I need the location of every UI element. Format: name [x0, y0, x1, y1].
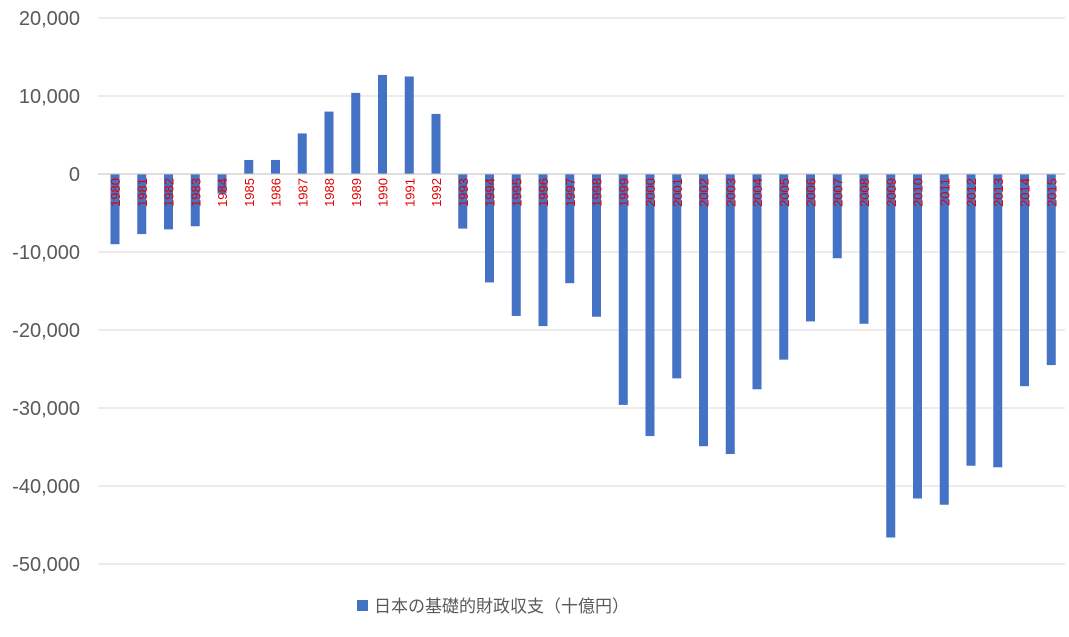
x-tick-label: 1983	[188, 178, 203, 207]
bar-1987	[297, 133, 307, 174]
bar-1988	[324, 111, 334, 174]
y-tick-label: 10,000	[19, 86, 80, 108]
y-tick-label: -30,000	[12, 398, 80, 420]
bar-1991	[404, 76, 414, 174]
bar-2001	[672, 174, 682, 379]
bar-1984	[217, 174, 227, 194]
bar-2004	[752, 174, 762, 390]
x-tick-label: 1988	[322, 178, 337, 207]
x-tick-label: 2009	[884, 178, 899, 207]
bar-1983	[190, 174, 200, 227]
x-tick-label: 1998	[590, 178, 605, 207]
y-tick-label: 0	[69, 164, 80, 186]
x-tick-label: 1996	[536, 178, 551, 207]
bar-1982	[164, 174, 173, 230]
legend: 日本の基礎的財政収支（十億円）	[357, 597, 629, 617]
y-tick-label: 20,000	[19, 8, 80, 30]
bar-2009	[886, 174, 896, 538]
bar-2011	[939, 174, 949, 505]
bar-2008	[859, 174, 869, 324]
x-tick-label: 2015	[1044, 178, 1059, 207]
y-axis-tick-labels: 20,000 10,000 0 -10,000 -20,000 -30,000 -40,00…	[12, 8, 80, 576]
x-tick-label: 2004	[750, 178, 765, 207]
x-tick-label: 1999	[616, 178, 631, 207]
x-tick-label: 1986	[269, 178, 284, 207]
bar-1980	[110, 174, 120, 245]
bar-2012	[966, 174, 976, 466]
bar-1999	[618, 174, 628, 405]
x-tick-label: 1993	[456, 178, 471, 207]
bar-2015	[1046, 174, 1056, 366]
y-tick-label: -40,000	[12, 476, 80, 498]
x-tick-label: 1991	[402, 178, 417, 207]
bar-1998	[592, 174, 601, 317]
x-tick-label: 1995	[509, 178, 524, 207]
bar-1986	[271, 159, 280, 174]
bar-1997	[565, 174, 575, 284]
y-tick-label: -50,000	[12, 554, 80, 576]
bar-1996	[538, 174, 548, 327]
bar-2013	[993, 174, 1003, 468]
bar-2010	[913, 174, 922, 499]
x-tick-label: 2011	[937, 178, 952, 206]
x-tick-label: 2003	[723, 178, 738, 207]
legend-label: 日本の基礎的財政収支（十億円）	[374, 597, 629, 617]
bar-1985	[244, 159, 254, 174]
y-tick-label: -20,000	[12, 320, 80, 342]
bar-1995	[511, 174, 521, 316]
x-tick-label: 1997	[563, 178, 578, 207]
x-tick-label: 2012	[964, 178, 979, 207]
x-axis-tick-labels: 1980 1981 1982 1983 1984 1985 1986 1987 1988 1989…	[108, 178, 1059, 207]
bar-1992	[431, 113, 441, 174]
x-tick-label: 1992	[429, 178, 444, 207]
bar-1994	[485, 174, 494, 283]
bar-1990	[378, 74, 387, 174]
x-tick-label: 1985	[242, 178, 257, 207]
x-tick-label: 1994	[483, 178, 498, 207]
bars	[110, 74, 1056, 538]
bar-1981	[137, 174, 147, 235]
x-tick-label: 1980	[108, 178, 123, 207]
legend-swatch	[357, 600, 368, 611]
x-tick-label: 1982	[162, 178, 177, 207]
x-tick-label: 2007	[830, 178, 845, 207]
x-tick-label: 2013	[991, 178, 1006, 207]
x-tick-label: 1981	[135, 178, 150, 207]
bar-2006	[806, 174, 815, 322]
y-tick-label: -10,000	[12, 242, 80, 264]
x-tick-label: 2006	[804, 178, 819, 207]
bar-2007	[832, 174, 842, 259]
x-tick-label: 1990	[376, 178, 391, 207]
x-tick-label: 1987	[295, 178, 310, 207]
x-tick-label: 2014	[1018, 178, 1033, 207]
x-tick-label: 2005	[777, 178, 792, 207]
x-tick-label: 1989	[349, 178, 364, 207]
x-tick-label: 1984	[215, 178, 230, 207]
x-tick-label: 2008	[857, 178, 872, 207]
bar-2005	[779, 174, 789, 360]
bar-2003	[725, 174, 735, 455]
bar-1993	[458, 174, 468, 229]
x-tick-label: 2000	[643, 178, 658, 207]
bar-2000	[645, 174, 655, 437]
bar-2014	[1020, 174, 1029, 387]
bar-1989	[351, 92, 361, 174]
x-tick-label: 2010	[911, 178, 926, 207]
bar-2002	[699, 174, 708, 447]
x-tick-label: 2001	[670, 178, 685, 207]
x-tick-label: 2002	[697, 178, 712, 207]
